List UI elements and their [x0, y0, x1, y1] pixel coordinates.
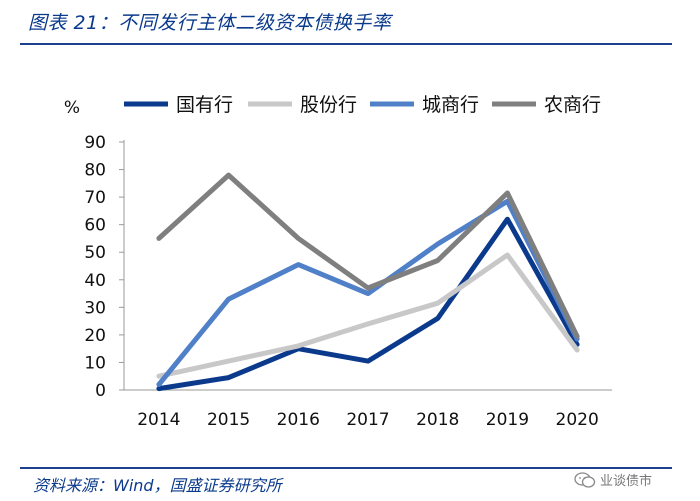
y-tick-label: 0 — [95, 381, 106, 401]
y-tick-label: 40 — [84, 271, 106, 291]
y-tick-label: 30 — [84, 298, 106, 318]
x-tick-label: 2016 — [277, 410, 320, 430]
legend-label: 城商行 — [422, 94, 479, 116]
legend-label: 股份行 — [300, 94, 357, 116]
series-line-2 — [156, 252, 580, 379]
title-divider — [20, 43, 672, 45]
source-divider — [20, 467, 672, 469]
x-tick-label: 2017 — [346, 410, 389, 430]
y-tick-label: 20 — [84, 326, 106, 346]
y-axis-label: % — [64, 98, 80, 118]
series-line-4 — [156, 172, 580, 339]
y-tick-label: 60 — [84, 216, 106, 236]
y-tick-label: 80 — [84, 161, 106, 181]
x-tick-label: 2020 — [556, 410, 599, 430]
watermark-text: 业谈债市 — [600, 474, 653, 489]
wechat-icon — [574, 471, 596, 488]
y-tick-label: 70 — [84, 188, 106, 208]
y-tick-label: 50 — [84, 243, 106, 263]
legend-label: 农商行 — [544, 94, 601, 116]
legend-label: 国有行 — [176, 94, 233, 116]
x-tick-label: 2019 — [486, 410, 529, 430]
x-tick-label: 2014 — [137, 410, 180, 430]
figure-title: 图表 21：不同发行主体二级资本债换手率 — [28, 12, 392, 34]
y-tick-label: 10 — [84, 353, 106, 373]
x-tick-label: 2018 — [416, 410, 459, 430]
y-tick-label: 90 — [84, 133, 106, 153]
x-tick-label: 2015 — [207, 410, 250, 430]
series-line-3 — [156, 198, 580, 387]
series-line-1 — [156, 216, 580, 392]
source-note: 资料来源：Wind，国盛证券研究所 — [33, 476, 282, 495]
watermark: 业谈债市 — [574, 470, 652, 489]
